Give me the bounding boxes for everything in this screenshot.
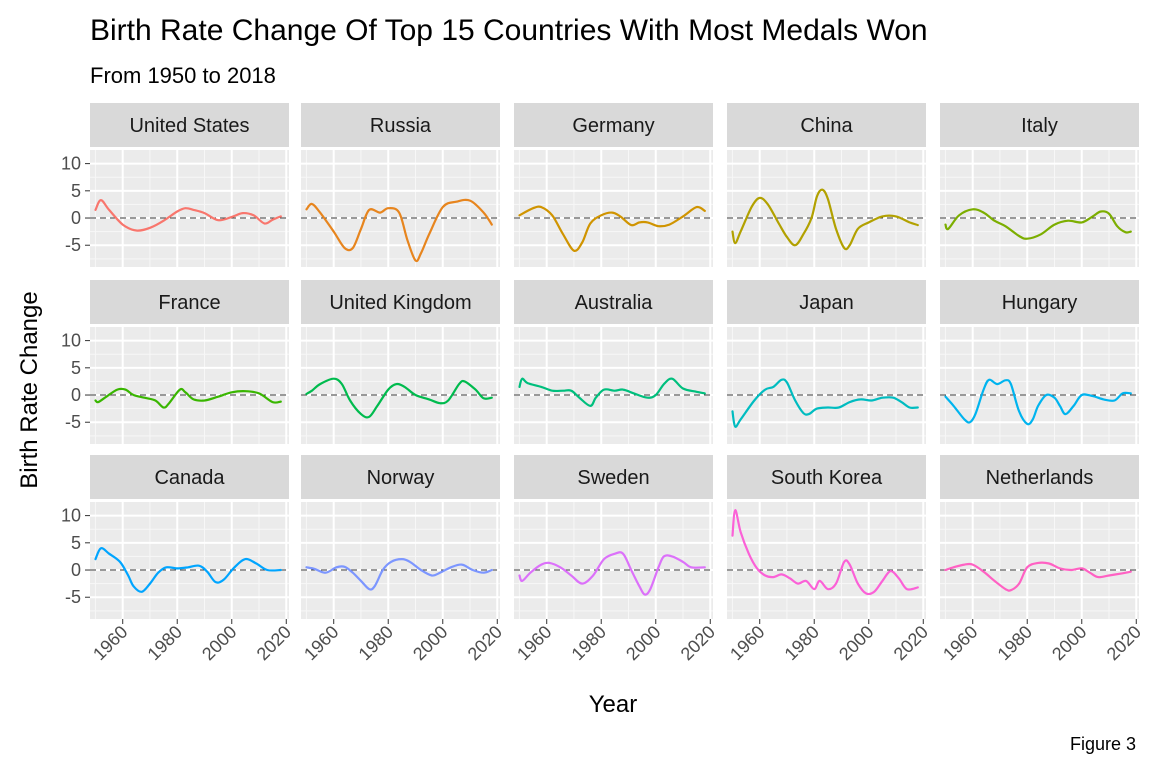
y-tick-label: -5	[65, 412, 81, 432]
series-line	[731, 378, 919, 428]
facet-strip	[727, 280, 926, 324]
facet-panel: Italy	[940, 103, 1139, 267]
facet-panel: South Korea 1960 1980 2000 2020	[726, 455, 932, 664]
series-line	[944, 378, 1132, 426]
series-line	[305, 558, 493, 591]
facet-panel: United States -5 0 5 10	[61, 103, 289, 267]
facet-strip	[940, 103, 1139, 147]
facet-panels: United States -5 0 5 10 Russia Germany China Ita…	[61, 103, 1145, 664]
facet-strip	[514, 455, 713, 499]
series-line	[518, 205, 706, 252]
x-tick-label: 2020	[253, 622, 295, 664]
x-tick-label: 1980	[781, 622, 823, 664]
x-tick-label: 2000	[835, 622, 877, 664]
x-tick-label: 1960	[300, 622, 342, 664]
facet-strip	[301, 103, 500, 147]
x-tick-label: 1980	[568, 622, 610, 664]
facet-panel: Netherlands 1960 1980 2000 2020	[939, 455, 1145, 664]
chart-title: Birth Rate Change Of Top 15 Countries Wi…	[90, 14, 928, 47]
facet-label: China	[800, 115, 853, 137]
series-line	[94, 199, 282, 232]
x-tick-label: 1980	[355, 622, 397, 664]
facet-strip	[727, 455, 926, 499]
chart-subtitle: From 1950 to 2018	[90, 63, 276, 88]
y-tick-label: 0	[71, 560, 81, 580]
y-tick-label: 0	[71, 208, 81, 228]
facet-label: Sweden	[577, 467, 649, 489]
facet-strip	[90, 103, 289, 147]
facet-panel: Norway 1960 1980 2000 2020	[300, 455, 506, 664]
facet-label: Japan	[799, 292, 854, 314]
series-line	[94, 547, 282, 593]
y-tick-label: 5	[71, 533, 81, 553]
facet-label: South Korea	[771, 467, 883, 489]
y-tick-label: 10	[61, 331, 81, 351]
facet-strip	[727, 103, 926, 147]
facet-panel: China	[727, 103, 926, 267]
facet-label: United Kingdom	[329, 292, 471, 314]
y-tick-label: 5	[71, 181, 81, 201]
x-tick-label: 1960	[89, 622, 131, 664]
series-line	[731, 188, 919, 251]
series-line	[518, 551, 706, 596]
x-tick-label: 2020	[1103, 622, 1145, 664]
facet-label: Hungary	[1002, 292, 1078, 314]
x-tick-label: 1960	[513, 622, 555, 664]
y-tick-label: -5	[65, 235, 81, 255]
facet-strip	[90, 455, 289, 499]
x-tick-label: 1960	[726, 622, 768, 664]
facet-label: Netherlands	[986, 467, 1094, 489]
series-line	[731, 509, 919, 596]
y-tick-label: 10	[61, 506, 81, 526]
y-axis-title: Birth Rate Change	[16, 291, 43, 488]
figure-caption: Figure 3	[1070, 734, 1136, 754]
facet-panel: Germany	[514, 103, 713, 267]
facet-label: Russia	[370, 115, 432, 137]
x-tick-label: 1980	[144, 622, 186, 664]
facet-strip	[940, 280, 1139, 324]
facet-strip	[940, 455, 1139, 499]
facet-strip	[514, 103, 713, 147]
facet-label: United States	[129, 115, 249, 137]
x-tick-label: 2020	[677, 622, 719, 664]
x-tick-label: 2020	[464, 622, 506, 664]
facet-panel: Canada -5 0 5 10 1960 1980 2000 2020	[61, 455, 295, 664]
facet-label: France	[158, 292, 220, 314]
y-tick-label: 0	[71, 385, 81, 405]
x-tick-label: 1960	[939, 622, 981, 664]
x-tick-label: 2000	[198, 622, 240, 664]
series-line	[305, 377, 493, 419]
facet-strip	[301, 280, 500, 324]
series-line	[944, 561, 1132, 592]
facet-label: Australia	[575, 292, 654, 314]
series-line	[305, 198, 493, 263]
facet-strip	[301, 455, 500, 499]
facet-panel: Sweden 1960 1980 2000 2020	[513, 455, 719, 664]
facet-label: Germany	[572, 115, 654, 137]
y-tick-label: 5	[71, 358, 81, 378]
facet-panel: Australia	[514, 280, 713, 444]
facet-panel: Russia	[301, 103, 500, 267]
x-tick-label: 2000	[622, 622, 664, 664]
y-tick-label: 10	[61, 154, 81, 174]
facet-panel: France -5 0 5 10	[61, 280, 289, 444]
facet-label: Italy	[1021, 115, 1058, 137]
series-line	[94, 387, 282, 409]
x-tick-label: 2000	[409, 622, 451, 664]
x-tick-label: 2000	[1048, 622, 1090, 664]
series-line	[944, 208, 1132, 240]
facet-strip	[90, 280, 289, 324]
facet-panel: Hungary	[940, 280, 1139, 444]
facet-panel: Japan	[727, 280, 926, 444]
facet-panel: United Kingdom	[301, 280, 500, 444]
x-tick-label: 1980	[994, 622, 1036, 664]
facet-strip	[514, 280, 713, 324]
y-tick-label: -5	[65, 587, 81, 607]
x-axis-title: Year	[589, 691, 638, 718]
facet-label: Norway	[367, 467, 435, 489]
x-tick-label: 2020	[890, 622, 932, 664]
series-line	[518, 377, 706, 407]
facet-label: Canada	[154, 467, 225, 489]
